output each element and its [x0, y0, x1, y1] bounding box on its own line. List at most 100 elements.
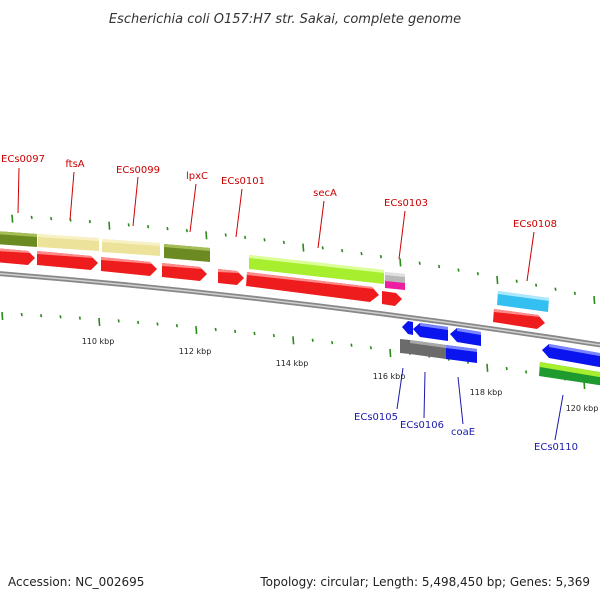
inner-tick — [78, 316, 81, 320]
cds-ecs0101-arrow-shine — [218, 269, 239, 273]
cds-ftsa-arrow-shine — [37, 251, 93, 258]
outer-tick — [166, 226, 169, 231]
gene-label-seca[interactable]: secA — [313, 188, 337, 199]
cds-lpxc-arrow-shine — [162, 263, 202, 269]
gene-label-coae[interactable]: coaE — [451, 427, 475, 438]
inner-tick — [214, 327, 217, 332]
label-leaders — [17, 167, 564, 441]
outer-tick — [302, 243, 305, 252]
map-title: Escherichia coli O157:H7 str. Sakai, com… — [109, 12, 461, 27]
position-tick-labels: 110 kbp 112 kbp 114 kbp 116 kbp 118 kbp … — [82, 337, 599, 413]
outer-tick — [379, 255, 382, 259]
inner-tick — [195, 325, 198, 335]
outer-tick — [50, 216, 53, 221]
reverse-gene-labels: ECs0105 ECs0106 coaE ECs0110 — [354, 412, 578, 453]
outer-tick — [476, 272, 479, 276]
outer-tick — [457, 268, 460, 272]
inner-tick — [1, 312, 4, 321]
outer-tick — [554, 287, 557, 291]
cds-ecs0108-arrow-shine — [494, 309, 540, 317]
cds-ecs0103-arrow[interactable] — [382, 291, 402, 306]
cds-ecs0099-arrow-shine — [101, 257, 152, 264]
outer-tick — [321, 246, 324, 250]
tick-label-118: 118 kbp — [470, 388, 503, 397]
forward-strand-cds-row — [0, 248, 545, 329]
inner-tick — [369, 346, 372, 350]
inner-tick — [505, 366, 508, 371]
feature-ecs0108-box-shine — [498, 291, 549, 301]
feature-ecs0103-rna[interactable] — [385, 281, 405, 290]
gene-label-ecs0097[interactable]: ECs0097 — [1, 154, 45, 165]
feature-ftsa-box-shine — [38, 234, 99, 241]
feature-ecs0105-box[interactable] — [400, 339, 410, 354]
inner-tick — [59, 315, 62, 319]
outer-tick — [573, 291, 576, 295]
gene-label-ecs0101[interactable]: ECs0101 — [221, 176, 265, 187]
inner-tick — [292, 336, 295, 345]
inner-tick — [175, 324, 178, 328]
cds-ecs0106-arrow-shine — [420, 323, 448, 330]
gene-label-ftsa[interactable]: ftsA — [65, 159, 84, 170]
cds-seca-arrow[interactable] — [246, 272, 379, 302]
outer-tick — [244, 235, 247, 240]
gene-label-lpxc[interactable]: lpxC — [186, 171, 208, 182]
outer-tick — [341, 248, 344, 253]
outer-tick — [438, 264, 441, 269]
inner-tick — [98, 317, 101, 326]
inner-tick — [525, 370, 528, 374]
accession-text: Accession: NC_002695 — [8, 575, 144, 589]
feature-ecs0106-box-shine — [410, 340, 446, 348]
gene-label-ecs0106[interactable]: ECs0106 — [400, 420, 444, 431]
cds-coae-arrow-shine — [457, 328, 481, 335]
inner-tick — [272, 333, 275, 338]
tick-label-110: 110 kbp — [82, 337, 115, 346]
outer-tick — [224, 233, 227, 237]
tick-label-120: 120 kbp — [566, 404, 599, 413]
cds-ecs0110-arrow-shine — [549, 344, 600, 357]
cds-seca-arrow-shine — [247, 272, 374, 289]
inner-tick — [40, 314, 43, 318]
inner-tick — [331, 340, 334, 345]
cds-ecs0108-arrow[interactable] — [493, 309, 545, 329]
tick-label-114: 114 kbp — [276, 359, 309, 368]
gene-label-ecs0108[interactable]: ECs0108 — [513, 219, 557, 230]
outer-tick — [11, 214, 14, 223]
outer-tick — [30, 215, 33, 220]
outer-tick — [360, 251, 363, 256]
outer-tick — [108, 221, 111, 230]
gene-label-ecs0099[interactable]: ECs0099 — [116, 165, 160, 176]
feature-ecs0099-box-shine — [102, 239, 160, 246]
gene-label-ecs0110[interactable]: ECs0110 — [534, 442, 578, 453]
cds-ecs0110-arrow[interactable] — [542, 344, 600, 368]
outer-tick — [205, 231, 208, 240]
outer-tick — [496, 275, 499, 284]
inner-tick — [234, 329, 237, 334]
inner-tick — [486, 363, 489, 372]
outer-tick — [399, 258, 402, 267]
cds-ecs0105-arrow[interactable] — [402, 321, 413, 335]
gene-label-ecs0105[interactable]: ECs0105 — [354, 412, 398, 423]
inner-tick — [117, 319, 120, 323]
feature-seca-box[interactable] — [249, 255, 384, 284]
feature-ecs0097-box-shine — [0, 231, 37, 237]
tick-label-112: 112 kbp — [179, 347, 212, 356]
gene-label-ecs0103[interactable]: ECs0103 — [384, 198, 428, 209]
feature-lpxc-box-shine — [164, 244, 210, 251]
outer-tick — [515, 279, 518, 283]
tick-label-116: 116 kbp — [373, 372, 406, 381]
feature-coae-box-shine — [446, 345, 477, 352]
feature-ecs0103-box-shine — [385, 272, 405, 277]
inner-tick — [20, 312, 23, 317]
outer-tick — [88, 219, 91, 224]
reverse-strand-cds-row — [402, 321, 600, 368]
outer-tick — [147, 225, 150, 229]
feature-ecs0110-box-shine — [540, 362, 600, 378]
cds-ecs0101-arrow[interactable] — [218, 269, 244, 285]
cds-ecs0097-arrow-shine — [0, 248, 30, 253]
forward-strand-cog-row — [0, 231, 549, 312]
outer-tick — [185, 228, 188, 233]
inner-tick — [253, 331, 256, 336]
inner-tick — [137, 320, 140, 325]
forward-gene-labels: ECs0097 ftsA ECs0099 lpxC ECs0101 secA E… — [1, 154, 557, 230]
